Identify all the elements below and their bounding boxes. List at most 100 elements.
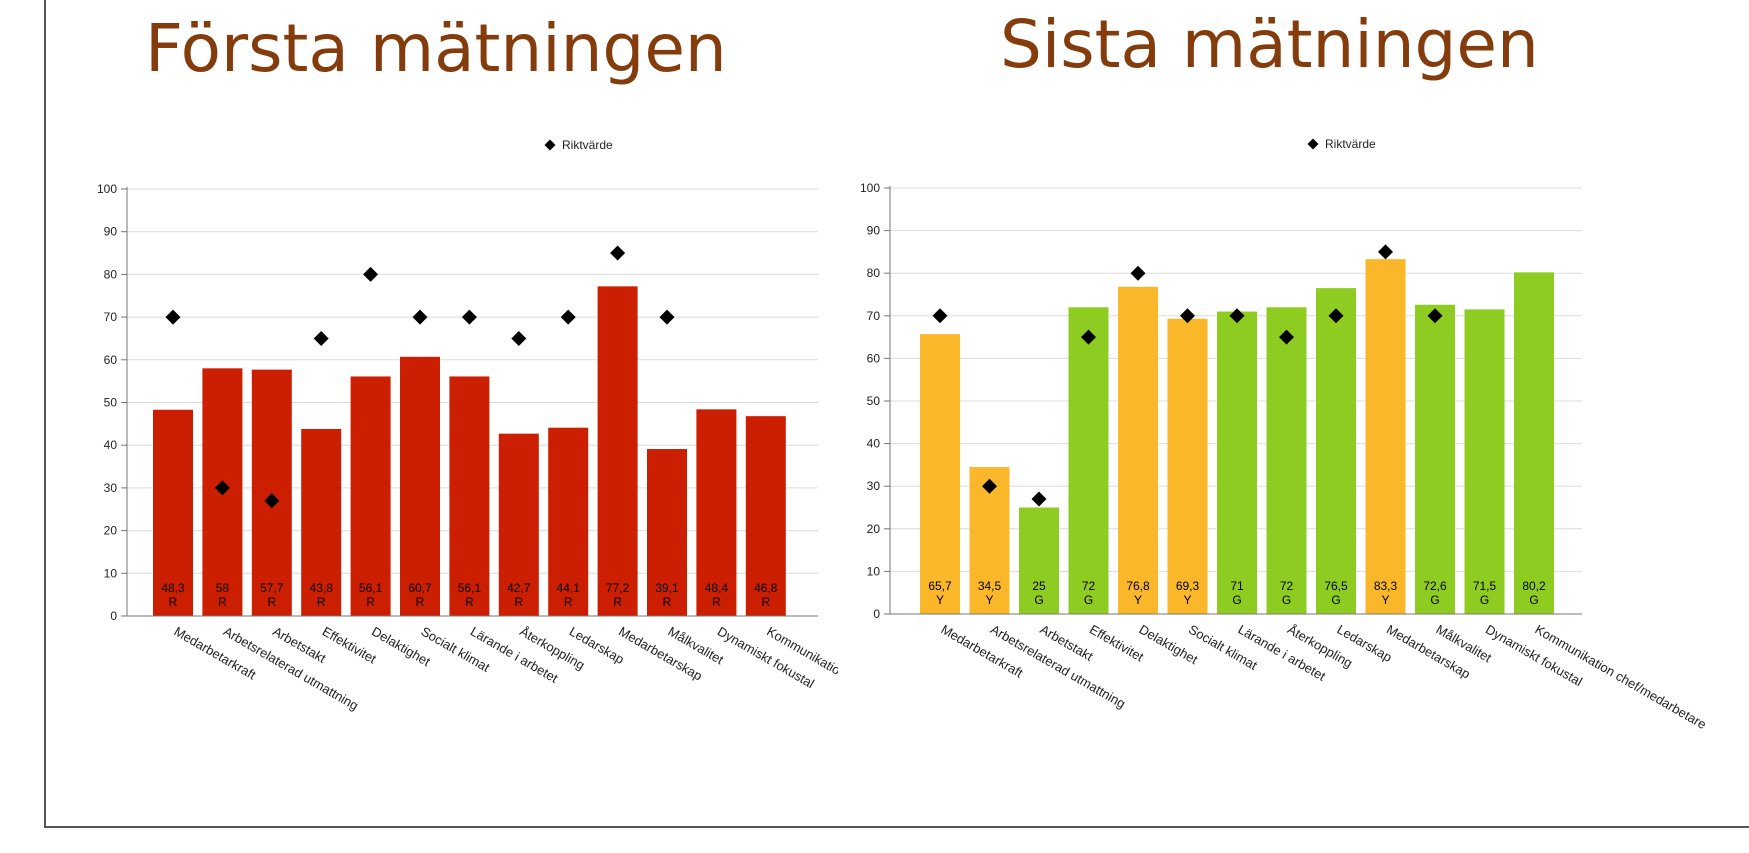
- bar-Medarbetarkraft: [153, 409, 193, 616]
- bar-Lärande i arbetet: [1217, 311, 1257, 614]
- y-tick-label: 20: [104, 524, 118, 538]
- x-tick-label: Medarbetarskap: [616, 624, 705, 684]
- target-marker: [1031, 491, 1047, 507]
- bar-Effektivitet: [301, 428, 342, 616]
- y-tick-label: 60: [104, 353, 118, 367]
- target-marker: [1427, 308, 1443, 324]
- bar-status-label: G: [1084, 593, 1093, 607]
- bar-status-label: Y: [1183, 593, 1191, 607]
- y-tick-label: 80: [867, 266, 881, 280]
- y-tick-label: 70: [104, 310, 118, 324]
- bar-status-label: R: [712, 595, 721, 609]
- chart-2-plot: 010203040506070809010065,7Y34,5Y25G72G76…: [860, 181, 1709, 732]
- bar-Dynamiskt fokustal: [1464, 309, 1505, 614]
- legend-label: Riktvärde: [562, 138, 613, 152]
- target-marker: [313, 330, 329, 346]
- bar-status-label: R: [169, 595, 178, 609]
- bar-value-label: 60,7: [408, 581, 432, 595]
- y-tick-label: 60: [867, 351, 881, 365]
- x-tick-label: Medarbetarskap: [1384, 622, 1473, 682]
- slide-frame: [44, 0, 1749, 828]
- target-marker: [932, 308, 948, 324]
- target-marker: [264, 493, 280, 509]
- bar-status-label: R: [514, 595, 523, 609]
- y-tick-label: 40: [867, 437, 881, 451]
- bar-value-label: 44,1: [557, 581, 581, 595]
- target-marker: [412, 309, 428, 325]
- y-tick-label: 50: [867, 394, 881, 408]
- target-marker: [560, 309, 576, 325]
- bar-Delaktighet: [350, 376, 391, 616]
- bar-status-label: R: [761, 595, 770, 609]
- y-tick-label: 70: [867, 309, 881, 323]
- target-marker: [165, 309, 181, 325]
- bar-status-label: Y: [1381, 593, 1389, 607]
- chart-2: 010203040506070809010065,7Y34,5Y25G72G76…: [860, 137, 1709, 732]
- bar-status-label: R: [564, 595, 573, 609]
- bar-value-label: 77,2: [606, 581, 630, 595]
- bar-value-label: 72,6: [1423, 579, 1447, 593]
- bar-Dynamiskt fokustal: [696, 409, 737, 616]
- y-tick-label: 90: [867, 224, 881, 238]
- bar-status-label: G: [1480, 593, 1489, 607]
- x-tick-label: Effektivitet: [320, 624, 380, 667]
- target-marker: [511, 330, 527, 346]
- y-tick-label: 10: [867, 564, 881, 578]
- target-marker: [1180, 308, 1195, 324]
- legend-marker: [544, 139, 556, 151]
- bar-status-label: G: [1232, 593, 1241, 607]
- bar-status-label: G: [1282, 593, 1291, 607]
- target-marker: [214, 480, 230, 496]
- bar-status-label: R: [317, 595, 326, 609]
- bar-value-label: 48,3: [161, 581, 185, 595]
- bar-status-label: R: [218, 595, 227, 609]
- y-tick-label: 20: [867, 522, 881, 536]
- bar-value-label: 25: [1032, 579, 1046, 593]
- bar-value-label: 43,8: [310, 581, 334, 595]
- bar-value-label: 76,8: [1126, 579, 1150, 593]
- bar-status-label: R: [267, 595, 276, 609]
- bar-Ledarskap: [1316, 288, 1356, 614]
- y-tick-label: 10: [104, 566, 118, 580]
- target-marker: [1279, 329, 1294, 345]
- target-marker: [1328, 308, 1344, 324]
- y-tick-label: 30: [104, 481, 118, 495]
- bar-Socialt klimat: [400, 356, 440, 616]
- bar-value-label: 58: [216, 581, 230, 595]
- bar-value-label: 39,1: [655, 581, 679, 595]
- target-marker: [1378, 244, 1393, 260]
- bar-status-label: R: [663, 595, 672, 609]
- bar-status-label: R: [416, 595, 425, 609]
- target-marker: [461, 309, 477, 325]
- bar-status-label: R: [366, 595, 375, 609]
- bar-Delaktighet: [1118, 286, 1158, 614]
- bar-Arbetstakt: [251, 369, 292, 616]
- target-marker: [363, 266, 379, 282]
- bar-status-label: G: [1034, 593, 1043, 607]
- target-marker: [1081, 329, 1096, 345]
- bar-value-label: 72: [1082, 579, 1096, 593]
- target-marker: [659, 309, 675, 325]
- bar-value-label: 48,4: [705, 581, 729, 595]
- bar-status-label: Y: [1134, 593, 1142, 607]
- bar-Kommunikation chef/medarbetare: [1514, 272, 1554, 614]
- bar-Återkoppling: [498, 433, 539, 616]
- y-tick-label: 50: [104, 396, 118, 410]
- bar-value-label: 69,3: [1176, 579, 1200, 593]
- bar-Ledarskap: [548, 427, 589, 616]
- bar-Arbetstakt: [1019, 507, 1059, 614]
- y-tick-label: 90: [104, 225, 118, 239]
- bar-status-label: G: [1331, 593, 1340, 607]
- bar-value-label: 83,3: [1374, 579, 1398, 593]
- bar-value-label: 42,7: [507, 581, 531, 595]
- bar-value-label: 56,1: [458, 581, 482, 595]
- y-tick-label: 100: [860, 181, 880, 195]
- target-marker: [982, 478, 997, 494]
- first-measurement-title: Första mätningen: [145, 10, 727, 87]
- bar-status-label: R: [613, 595, 622, 609]
- bar-Lärande i arbetet: [449, 376, 490, 616]
- bar-status-label: G: [1529, 593, 1538, 607]
- y-tick-label: 100: [97, 182, 117, 196]
- y-tick-label: 80: [104, 267, 118, 281]
